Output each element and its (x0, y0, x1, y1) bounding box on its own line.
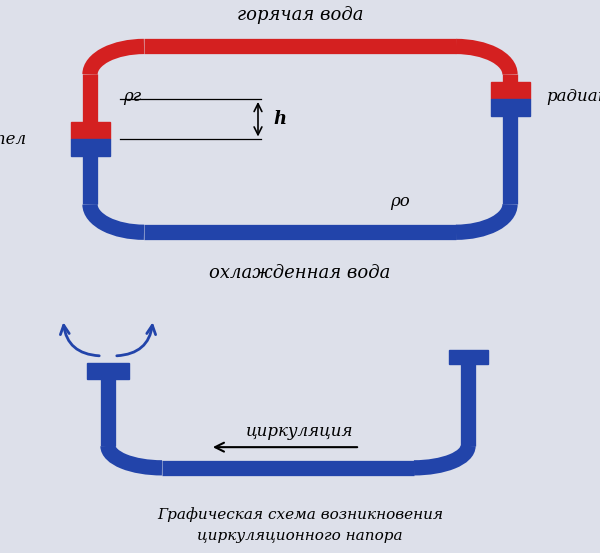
Text: h: h (273, 110, 286, 128)
Text: ρо: ρо (390, 193, 410, 210)
Bar (491, 82, 530, 99)
Bar (491, 99, 530, 116)
Text: горячая вода: горячая вода (237, 7, 363, 24)
Text: котел: котел (0, 131, 27, 148)
Text: циркуляция: циркуляция (246, 423, 354, 440)
Bar (449, 350, 487, 364)
Text: ρг: ρг (123, 87, 141, 105)
Bar (71, 139, 110, 156)
Text: охлажденная вода: охлажденная вода (209, 264, 391, 281)
Bar (87, 363, 129, 379)
Bar (71, 122, 110, 139)
Text: Графическая схема возникновения: Графическая схема возникновения (157, 507, 443, 521)
Text: радиаторы: радиаторы (546, 87, 600, 105)
Text: циркуляционного напора: циркуляционного напора (197, 529, 403, 543)
